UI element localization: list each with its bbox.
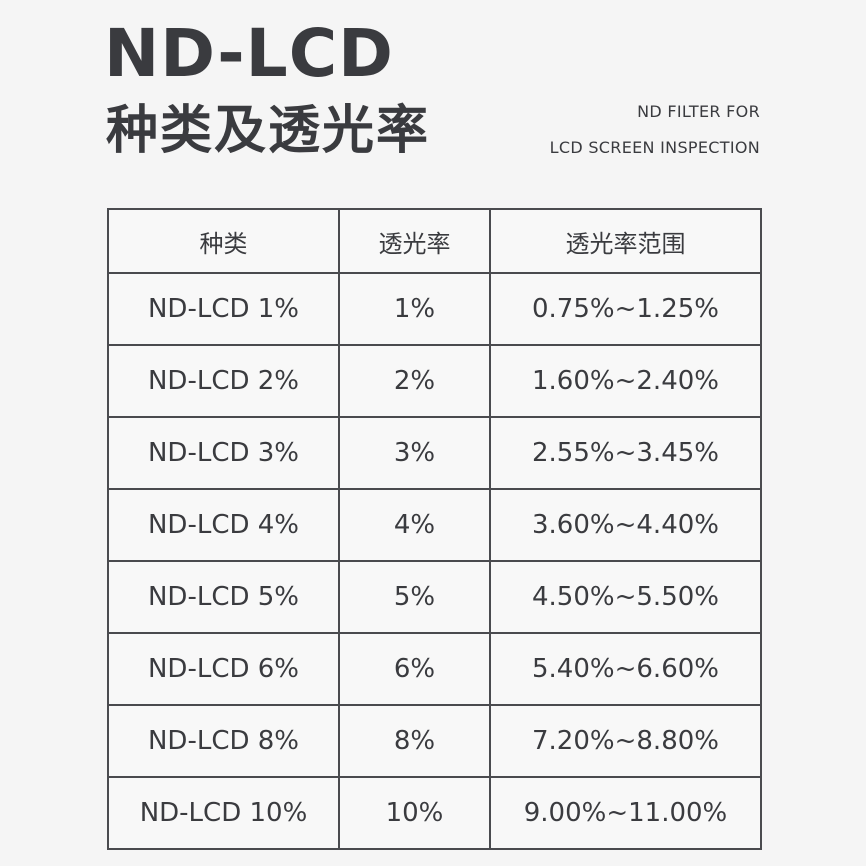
cell-range: 7.20%~8.80% (489, 704, 762, 778)
cell-type: ND-LCD 4% (107, 488, 340, 562)
table-row: ND-LCD 5% 5% 4.50%~5.50% (107, 560, 762, 634)
column-header-transmittance: 透光率 (338, 208, 491, 274)
cell-range: 9.00%~11.00% (489, 776, 762, 850)
cell-transmittance: 1% (338, 272, 491, 346)
cell-transmittance: 6% (338, 632, 491, 706)
tagline-line-1: ND FILTER FOR (637, 102, 760, 121)
cell-type: ND-LCD 6% (107, 632, 340, 706)
cell-transmittance: 8% (338, 704, 491, 778)
table-header-row: 种类 透光率 透光率范围 (107, 208, 762, 274)
table-row: ND-LCD 4% 4% 3.60%~4.40% (107, 488, 762, 562)
column-header-range: 透光率范围 (489, 208, 762, 274)
cell-transmittance: 2% (338, 344, 491, 418)
cell-type: ND-LCD 8% (107, 704, 340, 778)
cell-range: 5.40%~6.60% (489, 632, 762, 706)
page-subtitle: 种类及透光率 (106, 101, 431, 161)
cell-transmittance: 10% (338, 776, 491, 850)
cell-transmittance: 5% (338, 560, 491, 634)
cell-range: 0.75%~1.25% (489, 272, 762, 346)
cell-transmittance: 3% (338, 416, 491, 490)
page-title: ND-LCD (104, 15, 394, 92)
tagline-line-2: LCD SCREEN INSPECTION (549, 138, 760, 157)
cell-type: ND-LCD 1% (107, 272, 340, 346)
table-row: ND-LCD 2% 2% 1.60%~2.40% (107, 344, 762, 418)
cell-range: 2.55%~3.45% (489, 416, 762, 490)
table-row: ND-LCD 3% 3% 2.55%~3.45% (107, 416, 762, 490)
cell-transmittance: 4% (338, 488, 491, 562)
cell-range: 4.50%~5.50% (489, 560, 762, 634)
transmittance-table: 种类 透光率 透光率范围 ND-LCD 1% 1% 0.75%~1.25% ND… (107, 208, 762, 850)
column-header-type: 种类 (107, 208, 340, 274)
table-row: ND-LCD 6% 6% 5.40%~6.60% (107, 632, 762, 706)
table-row: ND-LCD 1% 1% 0.75%~1.25% (107, 272, 762, 346)
cell-type: ND-LCD 5% (107, 560, 340, 634)
cell-type: ND-LCD 3% (107, 416, 340, 490)
cell-range: 1.60%~2.40% (489, 344, 762, 418)
cell-type: ND-LCD 2% (107, 344, 340, 418)
cell-range: 3.60%~4.40% (489, 488, 762, 562)
table-row: ND-LCD 10% 10% 9.00%~11.00% (107, 776, 762, 850)
table-row: ND-LCD 8% 8% 7.20%~8.80% (107, 704, 762, 778)
cell-type: ND-LCD 10% (107, 776, 340, 850)
